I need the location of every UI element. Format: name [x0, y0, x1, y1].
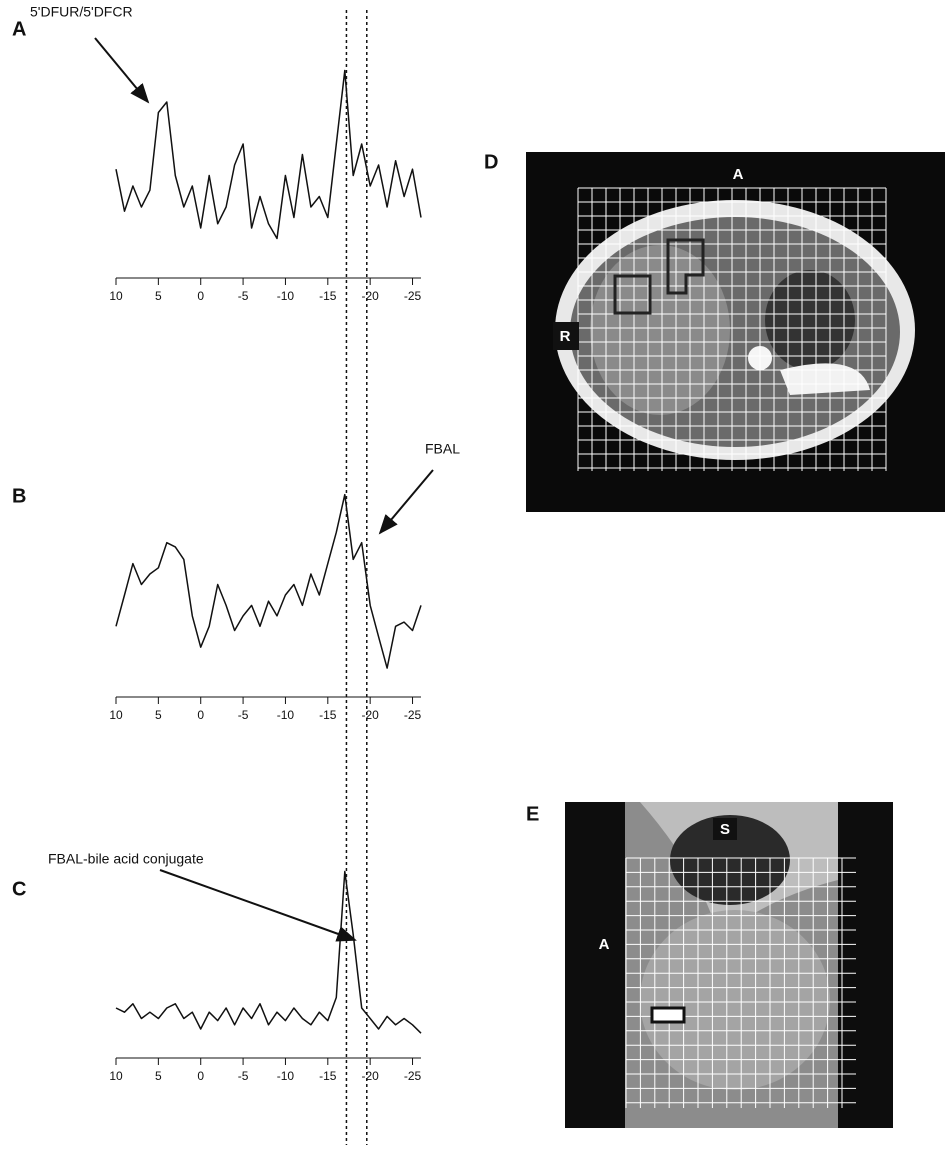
- x-tick-label: 0: [197, 708, 204, 722]
- x-tick-label: -25: [404, 1069, 422, 1083]
- image-d: D A R: [484, 151, 945, 512]
- panel-label: A: [12, 18, 26, 40]
- image-label: A: [733, 166, 744, 183]
- x-tick-label: -10: [277, 289, 295, 303]
- image-e: E S A: [526, 802, 893, 1128]
- image-label: R: [560, 328, 571, 345]
- annotation: FBAL-bile acid conjugate: [48, 851, 204, 867]
- x-tick-label: -20: [361, 708, 379, 722]
- x-tick-label: 0: [197, 289, 204, 303]
- x-tick-label: -15: [319, 1069, 337, 1083]
- image-label: S: [720, 821, 730, 838]
- x-tick-label: -15: [319, 289, 337, 303]
- x-tick-label: -20: [361, 1069, 379, 1083]
- x-tick-label: -20: [361, 289, 379, 303]
- spectrum-line: [115, 870, 422, 1034]
- x-tick-label: -5: [238, 708, 249, 722]
- panel-label: B: [12, 485, 26, 507]
- panel-label: E: [526, 803, 539, 825]
- x-tick-label: 5: [155, 1069, 162, 1083]
- annotation: 5'DFUR/5'DFCR: [30, 4, 133, 20]
- x-tick-label: 10: [109, 289, 123, 303]
- x-tick-label: 0: [197, 1069, 204, 1083]
- x-tick-label: 5: [155, 708, 162, 722]
- x-tick-label: -25: [404, 289, 422, 303]
- arrow: [94, 37, 150, 104]
- x-tick-label: -5: [238, 289, 249, 303]
- spectrum-line: [115, 493, 422, 669]
- x-tick-label: -10: [277, 1069, 295, 1083]
- panel-label: D: [484, 151, 498, 173]
- x-tick-label: -5: [238, 1069, 249, 1083]
- x-tick-label: -25: [404, 708, 422, 722]
- panel-label: C: [12, 878, 26, 900]
- x-tick-label: 5: [155, 289, 162, 303]
- arrow: [378, 469, 434, 535]
- x-tick-label: 10: [109, 1069, 123, 1083]
- x-tick-label: 10: [109, 708, 123, 722]
- arrow: [159, 869, 357, 942]
- image-label: A: [599, 936, 610, 953]
- annotation: FBAL: [425, 441, 460, 457]
- x-tick-label: -15: [319, 708, 337, 722]
- x-tick-label: -10: [277, 708, 295, 722]
- spectrum-line: [115, 69, 422, 240]
